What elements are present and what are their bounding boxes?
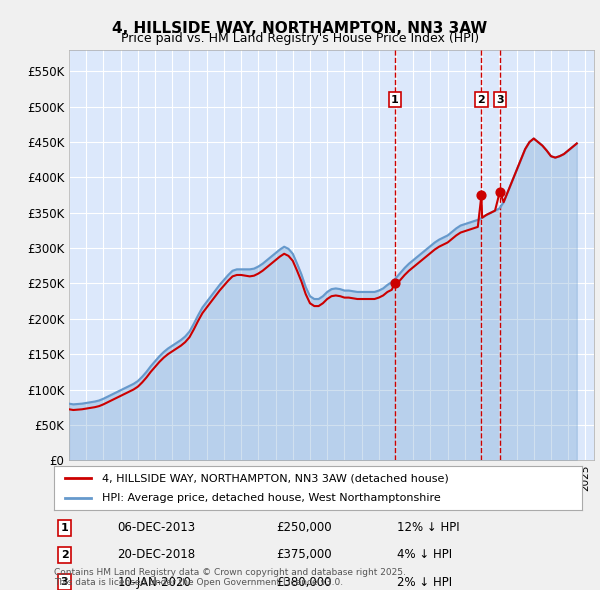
Text: 4% ↓ HPI: 4% ↓ HPI bbox=[397, 549, 452, 562]
Text: 06-DEC-2013: 06-DEC-2013 bbox=[118, 522, 196, 535]
Text: £380,000: £380,000 bbox=[276, 575, 331, 589]
Point bbox=[390, 278, 400, 288]
Point bbox=[495, 187, 505, 196]
Text: 3: 3 bbox=[496, 94, 503, 104]
Text: 4, HILLSIDE WAY, NORTHAMPTON, NN3 3AW (detached house): 4, HILLSIDE WAY, NORTHAMPTON, NN3 3AW (d… bbox=[101, 474, 448, 483]
Text: £375,000: £375,000 bbox=[276, 549, 331, 562]
Text: 20-DEC-2018: 20-DEC-2018 bbox=[118, 549, 196, 562]
Text: Contains HM Land Registry data © Crown copyright and database right 2025.
This d: Contains HM Land Registry data © Crown c… bbox=[54, 568, 406, 587]
Text: 2: 2 bbox=[61, 550, 68, 560]
Text: 10-JAN-2020: 10-JAN-2020 bbox=[118, 575, 191, 589]
Text: HPI: Average price, detached house, West Northamptonshire: HPI: Average price, detached house, West… bbox=[101, 493, 440, 503]
Text: 2: 2 bbox=[478, 94, 485, 104]
Text: 4, HILLSIDE WAY, NORTHAMPTON, NN3 3AW: 4, HILLSIDE WAY, NORTHAMPTON, NN3 3AW bbox=[112, 21, 488, 35]
Text: Price paid vs. HM Land Registry's House Price Index (HPI): Price paid vs. HM Land Registry's House … bbox=[121, 32, 479, 45]
Text: 1: 1 bbox=[61, 523, 68, 533]
Text: 1: 1 bbox=[391, 94, 398, 104]
Text: 3: 3 bbox=[61, 577, 68, 587]
Text: 12% ↓ HPI: 12% ↓ HPI bbox=[397, 522, 460, 535]
Text: £250,000: £250,000 bbox=[276, 522, 331, 535]
Point bbox=[476, 191, 486, 200]
Text: 2% ↓ HPI: 2% ↓ HPI bbox=[397, 575, 452, 589]
